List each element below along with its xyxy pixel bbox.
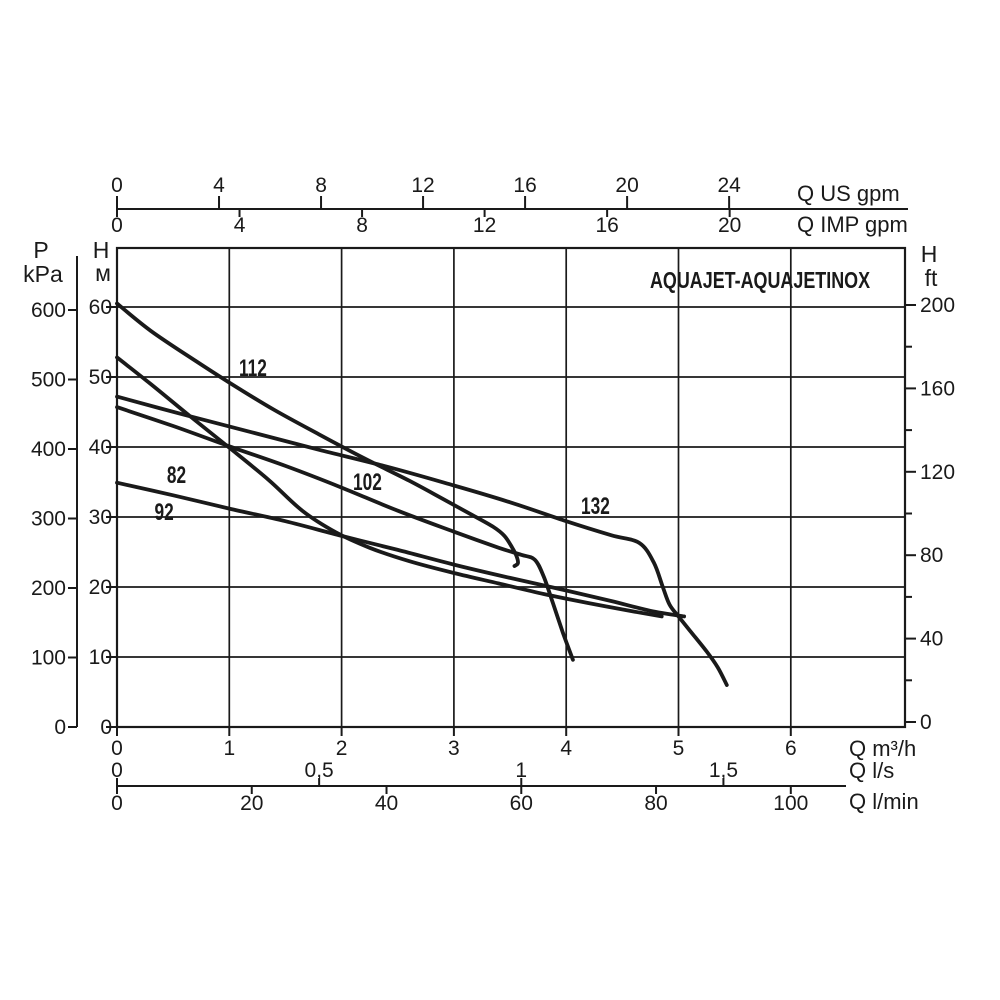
pressure-axis-title-p: P: [33, 237, 48, 263]
ls-tick-label: 0: [111, 759, 123, 782]
ls-tick-label: 0,5: [305, 759, 334, 782]
lmin-tick-label: 40: [375, 792, 398, 815]
curve-label-102: 102: [353, 469, 382, 495]
axis-unit-m3h: Q m³/h: [849, 736, 916, 761]
imp-gpm-tick-label: 16: [595, 214, 618, 237]
kpa-tick-label: 400: [31, 438, 66, 461]
kpa-tick-label: 100: [31, 647, 66, 670]
m3h-tick-label: 0: [111, 737, 123, 760]
kpa-tick-label: 200: [31, 577, 66, 600]
imp-gpm-tick-label: 8: [356, 214, 368, 237]
us-gpm-tick-label: 24: [717, 174, 741, 197]
head-m-tick-label: 20: [89, 576, 112, 599]
head-m-tick-label: 30: [89, 506, 112, 529]
m3h-tick-label: 2: [336, 737, 348, 760]
lmin-tick-label: 0: [111, 792, 123, 815]
pump-curve-132: [115, 394, 729, 687]
m3h-tick-label: 3: [448, 737, 460, 760]
axis-unit-us-gpm: Q US gpm: [797, 181, 900, 206]
ft-tick-label: 120: [920, 461, 955, 484]
us-gpm-tick-label: 4: [213, 174, 225, 197]
head-m-tick-label: 50: [89, 366, 112, 389]
curve-label-112: 112: [239, 355, 267, 381]
curve-label-82: 82: [167, 462, 186, 488]
head-m-tick-label: 10: [89, 646, 112, 669]
right-axis-title-h: H: [921, 241, 938, 267]
ft-tick-label: 200: [920, 294, 955, 317]
imp-gpm-tick-label: 4: [234, 214, 246, 237]
ls-tick-label: 1,5: [709, 759, 738, 782]
lmin-tick-label: 20: [240, 792, 263, 815]
pump-curve-82: [115, 355, 664, 619]
us-gpm-tick-label: 20: [615, 174, 638, 197]
pump-curve-92: [115, 480, 686, 619]
imp-gpm-tick-label: 12: [473, 214, 496, 237]
m3h-tick-label: 4: [560, 737, 572, 760]
kpa-tick-label: 300: [31, 508, 66, 531]
imp-gpm-tick-label: 20: [718, 214, 741, 237]
head-m-tick-label: 60: [89, 296, 112, 319]
imp-gpm-tick-label: 0: [111, 214, 123, 237]
m3h-tick-label: 5: [673, 737, 685, 760]
head-axis-title-h: H: [93, 237, 110, 263]
head-m-tick-label: 0: [100, 716, 112, 739]
lmin-tick-label: 80: [644, 792, 667, 815]
axis-unit-ls: Q l/s: [849, 758, 894, 783]
us-gpm-tick-label: 8: [315, 174, 327, 197]
us-gpm-tick-label: 12: [411, 174, 434, 197]
ft-tick-label: 160: [920, 377, 955, 400]
pump-curve-102: [115, 405, 575, 662]
pump-curve-112: [115, 301, 520, 568]
head-m-tick-label: 40: [89, 436, 112, 459]
m3h-tick-label: 6: [785, 737, 797, 760]
curve-label-132: 132: [581, 493, 610, 519]
pressure-axis-title-kpa: kPa: [23, 261, 63, 287]
chart-title: AQUAJET-AQUAJETINOX: [650, 268, 870, 294]
axis-unit-imp-gpm: Q IMP gpm: [797, 212, 908, 237]
kpa-tick-label: 500: [31, 369, 66, 392]
curve-label-92: 92: [155, 499, 174, 525]
lmin-tick-label: 60: [510, 792, 533, 815]
ls-tick-label: 1: [515, 759, 527, 782]
plot-border: [115, 246, 907, 729]
m3h-tick-label: 1: [223, 737, 235, 760]
kpa-tick-label: 600: [31, 299, 66, 322]
lmin-tick-label: 100: [773, 792, 808, 815]
axis-unit-lmin: Q l/min: [849, 789, 919, 814]
kpa-tick-label: 0: [54, 716, 66, 739]
us-gpm-tick-label: 0: [111, 174, 123, 197]
head-axis-title-m: м: [95, 260, 111, 286]
right-axis-title-ft: ft: [925, 265, 938, 291]
ft-tick-label: 40: [920, 628, 943, 651]
us-gpm-tick-label: 16: [513, 174, 536, 197]
ft-tick-label: 0: [920, 711, 932, 734]
ft-tick-label: 80: [920, 544, 943, 567]
